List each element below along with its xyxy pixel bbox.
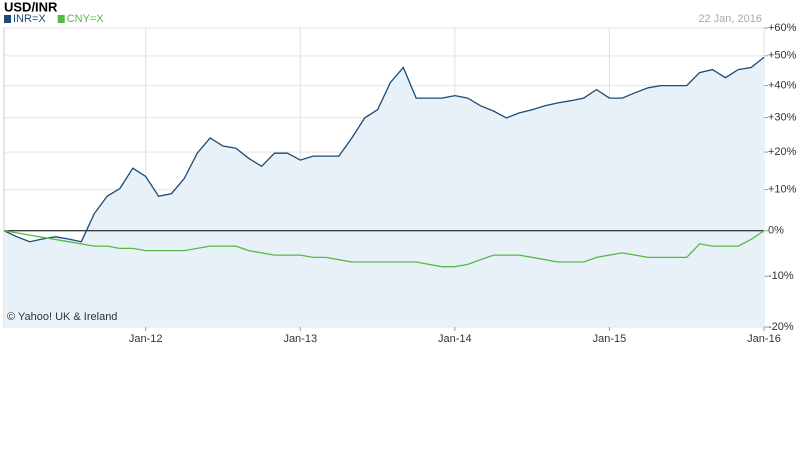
y-tick-label: -10% (768, 270, 794, 282)
x-tick-label: Jan-13 (283, 333, 317, 345)
chart-title: USD/INR (4, 0, 58, 14)
legend-label: CNY=X (67, 13, 105, 25)
legend-label: INR=X (13, 13, 46, 25)
y-tick-label: +20% (768, 146, 797, 158)
y-tick-label: +40% (768, 80, 797, 92)
area (4, 57, 764, 328)
y-tick-label: 0% (768, 225, 784, 237)
y-tick-label: +10% (768, 184, 797, 196)
credit: © Yahoo! UK & Ireland (7, 311, 117, 323)
series-line (3, 230, 765, 268)
x-tick-label: Jan-14 (438, 333, 472, 345)
y-tick-label: +30% (768, 111, 797, 123)
legend-swatch (57, 15, 65, 23)
y-tick-label: -20% (768, 321, 794, 333)
x-tick-label: Jan-16 (747, 333, 781, 345)
x-tick-label: Jan-15 (593, 333, 627, 345)
y-tick-label: +50% (768, 50, 797, 62)
date-label: 22 Jan, 2016 (698, 13, 762, 25)
legend-swatch (4, 15, 11, 23)
series-line (3, 56, 765, 243)
x-tick-label: Jan-12 (129, 333, 163, 345)
y-tick-label: +60% (768, 22, 797, 34)
